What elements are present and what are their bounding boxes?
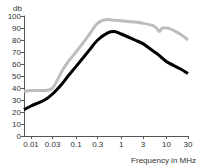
- svg-text:0.1: 0.1: [71, 140, 83, 149]
- svg-text:60: 60: [12, 60, 21, 69]
- svg-text:40: 40: [12, 84, 21, 93]
- svg-text:db: db: [13, 3, 22, 13]
- svg-text:100: 100: [8, 12, 22, 21]
- svg-text:90: 90: [12, 24, 21, 33]
- svg-text:20: 20: [12, 108, 21, 117]
- svg-text:80: 80: [12, 36, 21, 45]
- svg-text:30: 30: [12, 96, 21, 105]
- svg-text:0.3: 0.3: [92, 140, 104, 149]
- svg-text:10: 10: [162, 140, 171, 149]
- svg-text:70: 70: [12, 48, 21, 57]
- svg-text:0.03: 0.03: [45, 140, 61, 149]
- svg-text:0.01: 0.01: [23, 140, 39, 149]
- svg-text:1: 1: [119, 140, 124, 149]
- svg-text:0: 0: [17, 132, 22, 141]
- svg-text:30: 30: [184, 140, 193, 149]
- svg-text:10: 10: [12, 120, 21, 129]
- svg-text:3: 3: [141, 140, 146, 149]
- svg-text:Frequency in MHz: Frequency in MHz: [131, 156, 196, 165]
- svg-text:50: 50: [12, 72, 21, 81]
